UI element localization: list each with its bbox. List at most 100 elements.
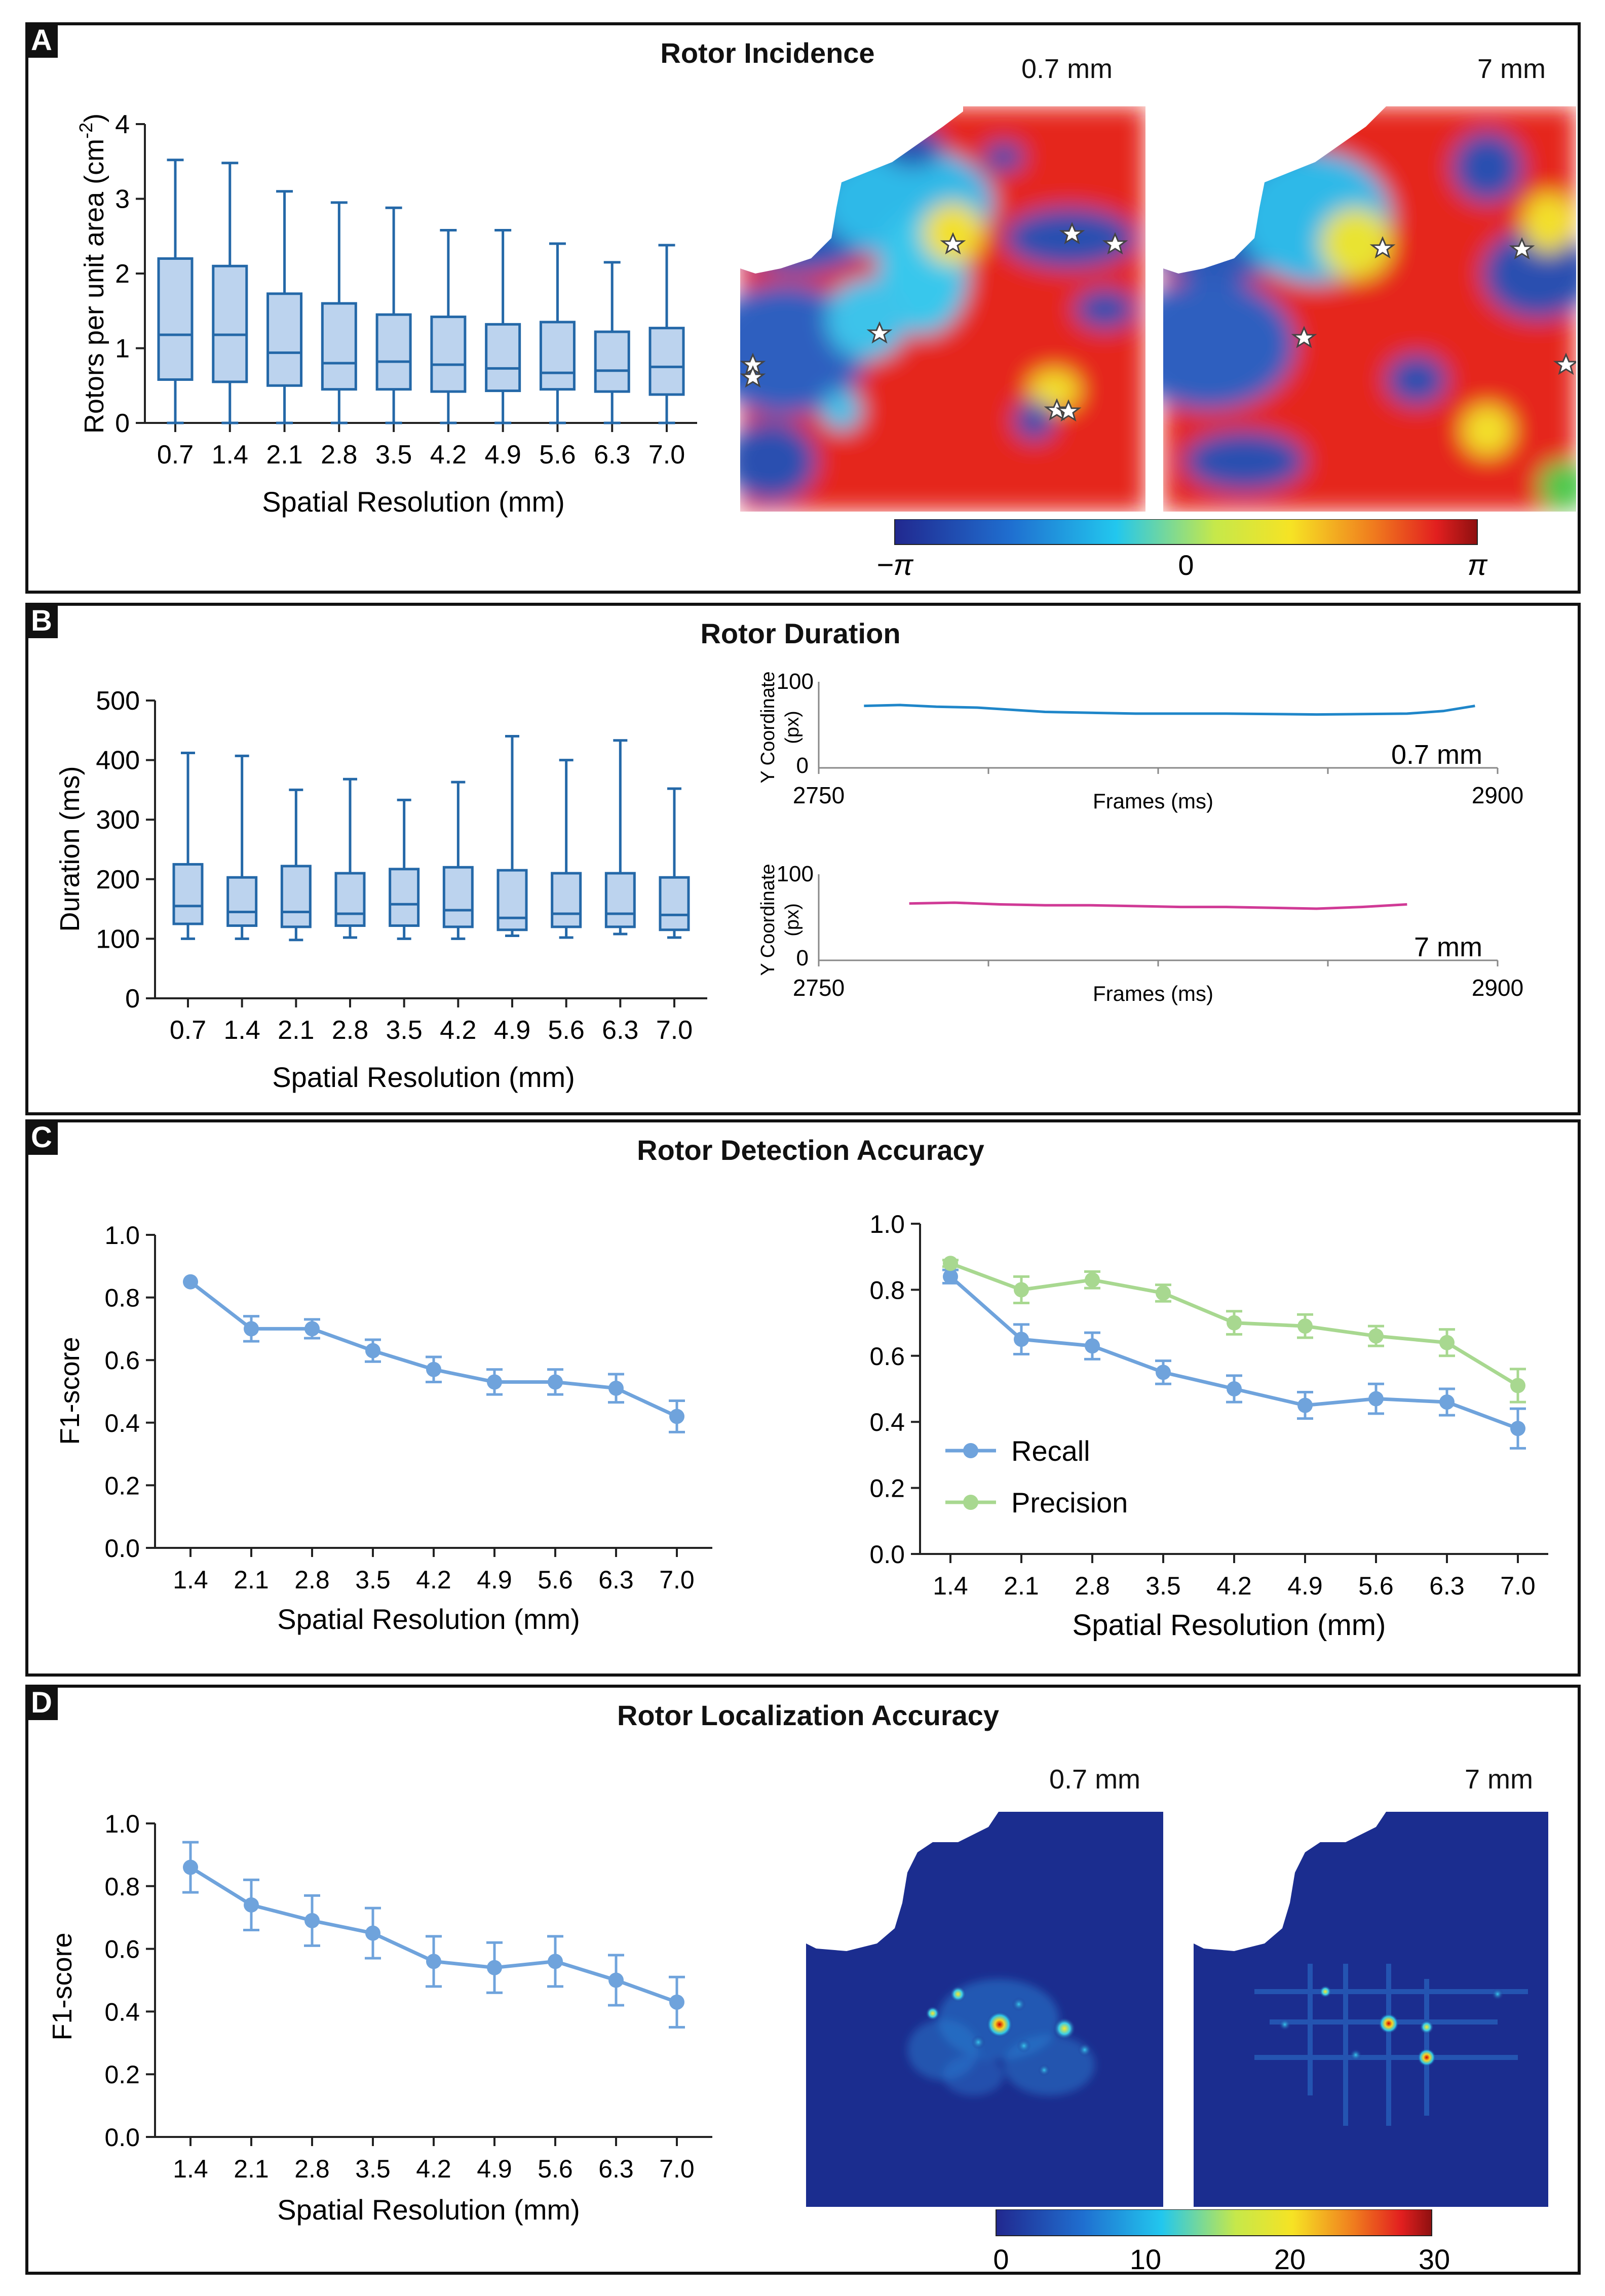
box [226, 876, 258, 927]
heatmap-label-0.7mm: 0.7 mm [1049, 1764, 1141, 1795]
x-tick-label: 3.5 [355, 2155, 391, 2183]
y-tick-label: 300 [96, 805, 140, 835]
y-tick-label: 0.2 [104, 1471, 140, 1500]
colorbar-tick: 10 [1130, 2243, 1161, 2275]
data-point [426, 1361, 441, 1377]
heatmap-label-7mm: 7 mm [1465, 1764, 1533, 1795]
y-tick-label: 0 [796, 753, 809, 778]
x-tick-label: 2.8 [294, 2155, 330, 2183]
legend-label: Recall [1011, 1435, 1090, 1467]
x-tick-label: 3.5 [355, 1566, 391, 1594]
data-point [669, 1409, 684, 1424]
data-point [304, 1321, 320, 1337]
series-line [189, 1280, 678, 1418]
trace-resolution-label: 7 mm [1414, 932, 1482, 962]
data-point [548, 1954, 563, 1969]
y-tick-label: 100 [96, 924, 140, 954]
x-tick-label: 4.2 [430, 440, 467, 470]
y-tick-label: 0.0 [104, 2123, 140, 2152]
count-colorbar: 0 10 20 30 [993, 2209, 1450, 2275]
legend-marker [963, 1495, 978, 1510]
box [539, 321, 576, 391]
x-tick-label: 5.6 [548, 1016, 585, 1045]
data-point [1014, 1282, 1029, 1298]
data-point [1014, 1332, 1029, 1347]
box [442, 866, 474, 928]
phase-colorbar: −π 0 π [876, 519, 1488, 581]
data-point [365, 1343, 380, 1358]
y-axis-label: Y Coordinate [757, 864, 779, 976]
data-point [487, 1374, 502, 1390]
x-axis-label: Frames (ms) [1093, 789, 1213, 813]
x-tick-label: 6.3 [1429, 1572, 1465, 1600]
y-tick-label: 1.0 [104, 1810, 140, 1838]
x-tick-label: 4.9 [1287, 1572, 1323, 1600]
panel-d: D Rotor Localization Accuracy 0.0 0.2 0.4 0… [25, 1685, 1581, 2275]
x-tick-label: 6.3 [598, 1566, 634, 1594]
series-line [949, 1275, 1519, 1430]
x-tick-label: 5.6 [538, 2155, 573, 2183]
data-point [365, 1925, 380, 1941]
y-tick-label: 0.0 [869, 1540, 905, 1569]
data-point [1368, 1328, 1384, 1344]
x-tick-label: 6.3 [602, 1016, 638, 1045]
box [375, 313, 412, 391]
y-tick-label: 100 [777, 672, 814, 694]
y-tick-label: 0.8 [869, 1276, 905, 1304]
panel-title: Rotor Localization Accuracy [617, 1699, 1000, 1731]
x-tick-label: 5.6 [1358, 1572, 1394, 1600]
y-tick-label: 0.4 [869, 1408, 905, 1436]
box [604, 872, 636, 928]
x-tick-label: 2.1 [266, 440, 302, 470]
x-tick-label: 2.1 [1004, 1572, 1039, 1600]
x-tick-label: 7.0 [659, 1566, 695, 1594]
box [485, 323, 521, 393]
x-axis-label: Spatial Resolution (mm) [277, 1603, 580, 1635]
panel-a: A Rotor Incidence 0 1 2 3 4 0.7 1.4 2.1 2.8 3.5 4.… [25, 22, 1581, 594]
box [496, 869, 528, 931]
data-point [608, 1380, 624, 1396]
data-point [1085, 1272, 1100, 1288]
y-tick-label: 0.8 [104, 1873, 140, 1901]
colorbar-tick: 30 [1419, 2243, 1450, 2275]
phase-map-7mm [1163, 106, 1576, 512]
panel-title: Rotor Duration [700, 617, 901, 649]
x-tick-label: 7.0 [656, 1016, 693, 1045]
y-tick-label: 3 [115, 185, 130, 214]
x-tick-label: 6.3 [598, 2155, 634, 2183]
data-point [244, 1321, 259, 1337]
x-tick-label: 5.6 [538, 1566, 573, 1594]
colorbar-max-label: π [1468, 549, 1488, 581]
colorbar-tick: 20 [1274, 2243, 1306, 2275]
data-point [1439, 1394, 1455, 1410]
x-tick-label: 2750 [793, 782, 845, 808]
data-point [487, 1960, 502, 1975]
data-point [183, 1274, 198, 1290]
x-tick-label: 3.5 [1145, 1572, 1181, 1600]
phase-map-label-0.7mm: 0.7 mm [1021, 54, 1113, 84]
data-point [1156, 1285, 1171, 1301]
y-tick-label: 0.4 [104, 1409, 140, 1437]
box [212, 264, 248, 383]
x-tick-label: 1.4 [212, 440, 248, 470]
data-point [669, 1994, 684, 2010]
x-tick-label: 4.9 [485, 440, 521, 470]
y-axis-label: Rotors per unit area (cm-2) [75, 113, 109, 434]
y-axis-label: (px) [782, 711, 803, 744]
panel-letter: C [25, 1119, 58, 1155]
x-tick-label: 2.8 [1075, 1572, 1110, 1600]
phase-map-label-7mm: 7 mm [1477, 54, 1546, 84]
y-tick-label: 0.6 [104, 1935, 140, 1964]
x-tick-label: 1.4 [224, 1016, 260, 1045]
panel-title: Rotor Detection Accuracy [637, 1134, 984, 1166]
y-tick-label: 4 [115, 110, 130, 139]
x-tick-label: 2750 [793, 975, 845, 1001]
x-tick-label: 4.2 [416, 1566, 451, 1594]
y-axis-label: (px) [782, 903, 803, 936]
heatmap-0.7mm [806, 1812, 1163, 2207]
x-axis-label: Spatial Resolution (mm) [277, 2194, 580, 2226]
x-tick-label: 0.7 [170, 1016, 206, 1045]
y-tick-label: 400 [96, 746, 140, 775]
y-axis-label: Y Coordinate [757, 672, 779, 784]
